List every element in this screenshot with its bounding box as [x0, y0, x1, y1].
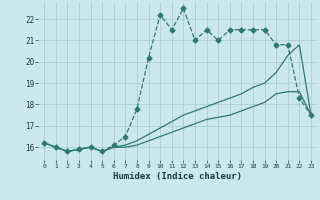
X-axis label: Humidex (Indice chaleur): Humidex (Indice chaleur): [113, 172, 242, 181]
